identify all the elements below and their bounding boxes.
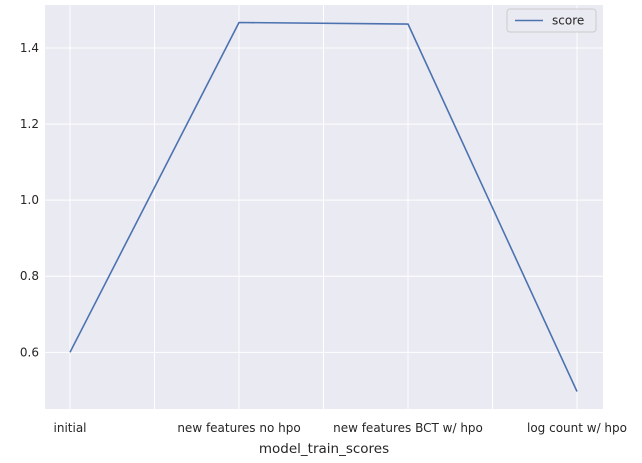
y-tick-label: 1.2 — [20, 117, 39, 131]
grid-lines — [45, 5, 603, 409]
y-tick-label: 0.8 — [20, 269, 39, 283]
y-tick-label: 0.6 — [20, 345, 39, 359]
x-tick-label: new features no hpo — [177, 421, 300, 435]
legend-label-score: score — [552, 14, 584, 28]
x-tick-label: log count w/ hpo — [527, 421, 627, 435]
y-tick-labels: 0.6 0.8 1.0 1.2 1.4 — [20, 41, 39, 359]
series-lines — [69, 21, 578, 392]
series-line-score — [69, 21, 578, 392]
legend-box — [506, 8, 597, 33]
x-axis-title: model_train_scores — [259, 441, 389, 457]
y-tick-label: 1.4 — [20, 41, 39, 55]
x-tick-label: initial — [54, 421, 87, 435]
x-tick-label: new features BCT w/ hpo — [333, 421, 483, 435]
x-tick-labels: initial new features no hpo new features B… — [54, 421, 628, 435]
y-tick-label: 1.0 — [20, 193, 39, 207]
legend: score — [506, 8, 597, 33]
